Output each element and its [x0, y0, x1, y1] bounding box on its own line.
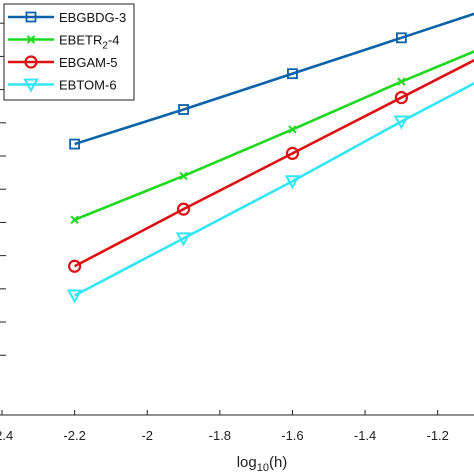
- data-point: [68, 259, 82, 273]
- series-2: [68, 58, 474, 273]
- plot-series: [66, 12, 474, 304]
- x-tick-label: -2.4: [0, 428, 13, 443]
- legend-entry: EBGAM-5: [8, 55, 118, 70]
- data-point: [397, 77, 406, 86]
- legend-label: EBGAM-5: [59, 55, 118, 70]
- data-point: [66, 289, 83, 304]
- series-line: [74, 12, 474, 146]
- x-tick-label: -1.6: [281, 428, 303, 443]
- legend-label: EBETR2-4: [59, 33, 119, 52]
- legend: EBGBDG-3 EBETR2-4 EBGAM-5 EBTOM-6: [3, 3, 135, 101]
- legend-entry: EBGBDG-3: [8, 10, 126, 25]
- data-point: [176, 202, 191, 216]
- x-axis-label-subscript: 10: [257, 462, 269, 474]
- legend-entry: EBTOM-6: [8, 78, 117, 93]
- legend-label: EBTOM-6: [59, 78, 117, 93]
- legend-marker: [23, 78, 39, 93]
- axes: -2.4 -2.2 -2 -1.8 -1.6 -1.4 -1.2: [0, 22, 474, 443]
- data-point: [69, 138, 81, 150]
- data-point: [394, 90, 408, 105]
- legend-marker: [26, 35, 36, 44]
- x-tick-label: -1.8: [209, 428, 231, 443]
- series-line: [74, 50, 474, 221]
- data-point: [288, 125, 297, 134]
- data-point: [395, 32, 407, 44]
- x-axis-label-tail: (h): [269, 454, 287, 471]
- x-tick-label: -2.2: [63, 428, 85, 443]
- series-0: [69, 12, 474, 150]
- series-3: [66, 81, 474, 304]
- series-line: [74, 58, 474, 268]
- x-axis-label-main: log: [237, 454, 257, 471]
- data-point: [284, 175, 301, 190]
- data-point: [175, 232, 192, 247]
- data-point: [393, 115, 410, 130]
- data-point: [70, 215, 79, 224]
- data-point: [179, 171, 188, 181]
- x-tick-label: -2: [141, 428, 153, 443]
- x-axis-label: log10(h): [237, 454, 288, 474]
- data-point: [178, 104, 189, 115]
- series-1: [70, 50, 474, 224]
- legend-marker: [25, 11, 37, 23]
- data-point: [285, 146, 300, 160]
- x-tick-label: -1.4: [354, 428, 376, 443]
- legend-label: EBGBDG-3: [59, 10, 126, 25]
- data-point: [287, 68, 298, 80]
- series-line: [74, 81, 474, 297]
- legend-entry: EBETR2-4: [8, 33, 119, 52]
- legend-marker: [24, 55, 38, 69]
- x-tick-label: -1.2: [426, 428, 448, 443]
